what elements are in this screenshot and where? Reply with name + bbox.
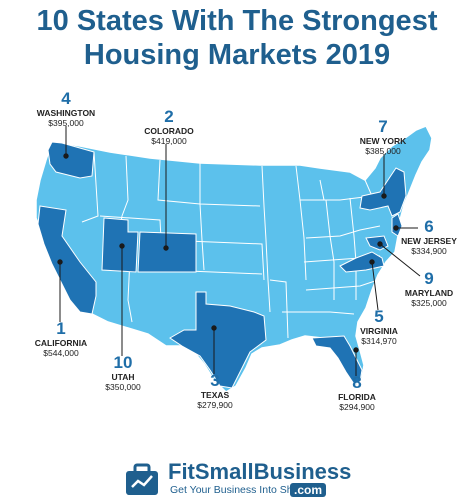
marker-maryland [377, 241, 383, 247]
price-maryland: $325,000 [411, 298, 447, 308]
state-name-washington: WASHINGTON [36, 108, 96, 118]
page-title-line-2: Housing Markets 2019 [83, 39, 391, 71]
marker-virginia [369, 259, 375, 265]
marker-colorado [163, 245, 169, 251]
rank-new-york: 7 [378, 117, 388, 136]
rank-new-jersey: 6 [424, 217, 434, 236]
florida-shape [311, 335, 363, 385]
callout-texas: 3 TEXAS $279,900 [184, 372, 246, 411]
page-title-line-1: 10 States With The Strongest [36, 5, 438, 37]
state-name-utah: UTAH [111, 372, 135, 382]
rank-florida: 8 [352, 373, 362, 392]
callout-california: 1 CALIFORNIA $544,000 [26, 320, 96, 359]
rank-texas: 3 [210, 371, 220, 390]
state-name-texas: TEXAS [200, 390, 230, 400]
fitsmallbusiness-logo: FitSmallBusiness Get Your Business Into … [122, 460, 352, 500]
callout-utah: 10 UTAH $350,000 [92, 354, 154, 393]
us-outline [35, 125, 433, 393]
price-washington: $395,000 [48, 118, 84, 128]
marker-new-york [381, 193, 387, 199]
rank-maryland: 9 [424, 269, 434, 288]
rank-virginia: 5 [374, 307, 384, 326]
texas-shape [169, 291, 267, 389]
rank-washington: 4 [61, 89, 71, 108]
rank-utah: 10 [113, 353, 133, 372]
callout-colorado: 2 COLORADO $419,000 [136, 108, 202, 147]
marker-california [57, 259, 63, 265]
callout-florida: 8 FLORIDA $294,900 [324, 374, 390, 413]
state-name-new-jersey: NEW JERSEY [401, 236, 457, 246]
price-colorado: $419,000 [151, 136, 187, 146]
price-california: $544,000 [43, 348, 79, 358]
new-jersey-shape [391, 213, 403, 237]
price-florida: $294,900 [339, 402, 375, 412]
marker-new-jersey [393, 225, 399, 231]
price-new-jersey: $334,900 [411, 246, 447, 256]
california-shape [37, 205, 97, 315]
price-texas: $279,900 [197, 400, 233, 410]
rank-california: 1 [56, 319, 66, 338]
state-name-virginia: VIRGINIA [360, 326, 398, 336]
logo-tagline: Get Your Business Into Shape [170, 484, 311, 496]
state-name-colorado: COLORADO [144, 126, 194, 136]
callout-maryland: 9 MARYLAND $325,000 [394, 270, 464, 309]
price-virginia: $314,970 [361, 336, 397, 346]
leader-maryland [379, 243, 421, 277]
state-name-florida: FLORIDA [338, 392, 376, 402]
colorado-shape [137, 231, 197, 273]
marker-texas [211, 325, 217, 331]
callout-new-jersey: 6 NEW JERSEY $334,900 [394, 218, 464, 257]
price-utah: $350,000 [105, 382, 141, 392]
state-name-new-york: NEW YORK [359, 136, 407, 146]
new-york-shape [359, 167, 407, 217]
logo-suffix: .com [290, 483, 327, 497]
leader-virginia [371, 261, 379, 311]
callout-new-york: 7 NEW YORK $385,000 [350, 118, 416, 157]
marker-utah [119, 243, 125, 249]
washington-shape [47, 141, 95, 179]
marker-florida [353, 347, 359, 353]
price-new-york: $385,000 [365, 146, 401, 156]
callout-washington: 4 WASHINGTON $395,000 [28, 90, 104, 129]
state-name-maryland: MARYLAND [404, 288, 454, 298]
briefcase-icon [126, 463, 158, 495]
state-name-california: CALIFORNIA [34, 338, 88, 348]
marker-washington [63, 153, 69, 159]
callout-virginia: 5 VIRGINIA $314,970 [344, 308, 414, 347]
logo-name: FitSmallBusiness [168, 459, 352, 484]
rank-colorado: 2 [164, 107, 174, 126]
